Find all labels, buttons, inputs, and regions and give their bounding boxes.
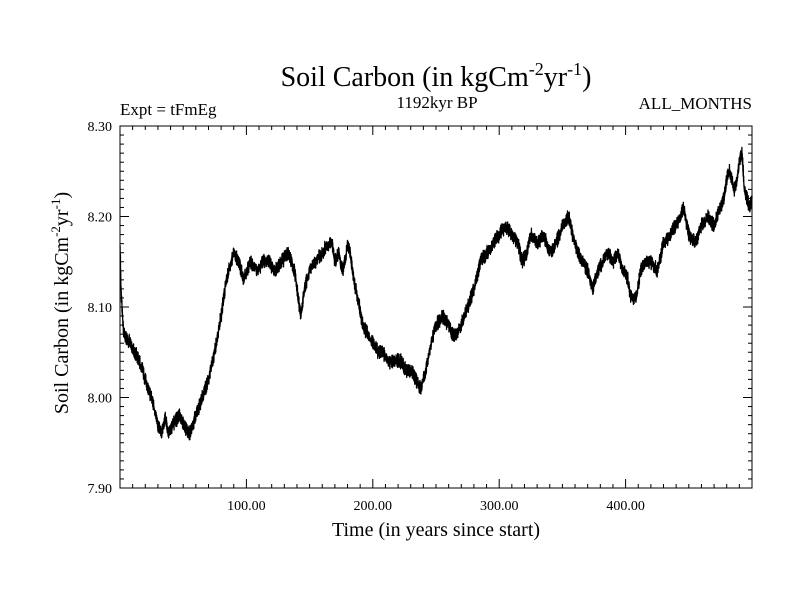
x-tick-label: 300.00 — [480, 499, 519, 514]
minor-ticks — [120, 126, 752, 488]
y-tick-label: 8.10 — [88, 301, 113, 316]
y-tick-label: 8.30 — [88, 120, 113, 135]
series-line — [119, 146, 753, 441]
x-axis-label: Time (in years since start) — [332, 519, 540, 541]
y-tick-label: 8.00 — [88, 392, 113, 407]
y-tick-label: 8.20 — [88, 211, 113, 226]
x-tick-label: 100.00 — [227, 499, 266, 514]
y-axis-label: Soil Carbon (in kgCm-2yr-1) — [48, 192, 73, 414]
x-tick-labels: 100.00 200.00 300.00 400.00 — [227, 499, 645, 514]
x-tick-label: 400.00 — [606, 499, 645, 514]
period-label: 1192kyr BP — [396, 93, 477, 112]
months-label: ALL_MONTHS — [639, 94, 752, 113]
x-tick-label: 200.00 — [354, 499, 393, 514]
series-group — [119, 146, 753, 441]
chart-title: Soil Carbon (in kgCm-2yr-1) — [281, 59, 592, 93]
y-tick-labels: 7.90 8.00 8.10 8.20 8.30 — [88, 120, 113, 497]
y-tick-label: 7.90 — [88, 482, 113, 497]
major-ticks — [120, 125, 752, 489]
experiment-label: Expt = tFmEg — [120, 100, 217, 119]
plot-frame — [119, 125, 753, 489]
